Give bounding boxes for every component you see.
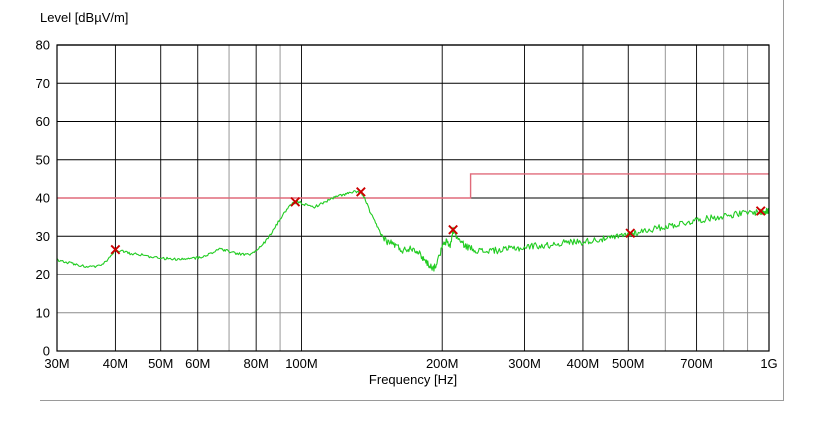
x-tick-labels: 30M 40M 50M 60M 80M 100M 200M 300M 400M 500M 700M 1… bbox=[44, 356, 777, 371]
measured-trace bbox=[56, 190, 770, 272]
y-axis-title: Level [dBµV/m] bbox=[40, 10, 128, 25]
plot-frame bbox=[56, 44, 770, 352]
page-divider-vertical bbox=[783, 0, 784, 401]
x-tick-label: 200M bbox=[426, 356, 459, 371]
y-tick-label: 60 bbox=[36, 114, 50, 129]
y-tick-label: 10 bbox=[36, 305, 50, 320]
page-divider-horizontal bbox=[40, 400, 784, 401]
peak-marker-5 bbox=[625, 228, 636, 239]
y-tick-labels: 0 10 20 30 40 50 60 70 80 bbox=[36, 38, 50, 359]
x-tick-label: 700M bbox=[680, 356, 713, 371]
x-axis-title: Frequency [Hz] bbox=[369, 372, 457, 387]
x-tick-label: 80M bbox=[244, 356, 269, 371]
y-tick-label: 50 bbox=[36, 152, 50, 167]
x-tick-label: 60M bbox=[185, 356, 210, 371]
x-tick-label: 400M bbox=[567, 356, 600, 371]
trace-path bbox=[56, 190, 770, 272]
peak-markers bbox=[110, 187, 766, 255]
peak-marker-1 bbox=[110, 244, 121, 255]
y-tick-label: 0 bbox=[43, 344, 50, 359]
x-tick-label: 300M bbox=[508, 356, 541, 371]
x-tick-label: 30M bbox=[44, 356, 69, 371]
limit-line bbox=[57, 173, 769, 199]
x-tick-label: 40M bbox=[103, 356, 128, 371]
y-tick-label: 40 bbox=[36, 191, 50, 206]
x-tick-label: 500M bbox=[612, 356, 645, 371]
x-tick-label: 50M bbox=[148, 356, 173, 371]
x-tick-label: 100M bbox=[285, 356, 318, 371]
limit-line-path bbox=[57, 173, 769, 199]
y-tick-label: 20 bbox=[36, 267, 50, 282]
peak-marker-4 bbox=[448, 224, 458, 235]
peak-marker-2 bbox=[290, 196, 301, 207]
y-tick-label: 30 bbox=[36, 229, 50, 244]
peak-marker-3 bbox=[356, 187, 366, 197]
x-tick-label: 1G bbox=[760, 356, 777, 371]
y-tick-label: 70 bbox=[36, 76, 50, 91]
y-tick-label: 80 bbox=[36, 38, 50, 53]
peak-marker-6 bbox=[755, 206, 766, 216]
